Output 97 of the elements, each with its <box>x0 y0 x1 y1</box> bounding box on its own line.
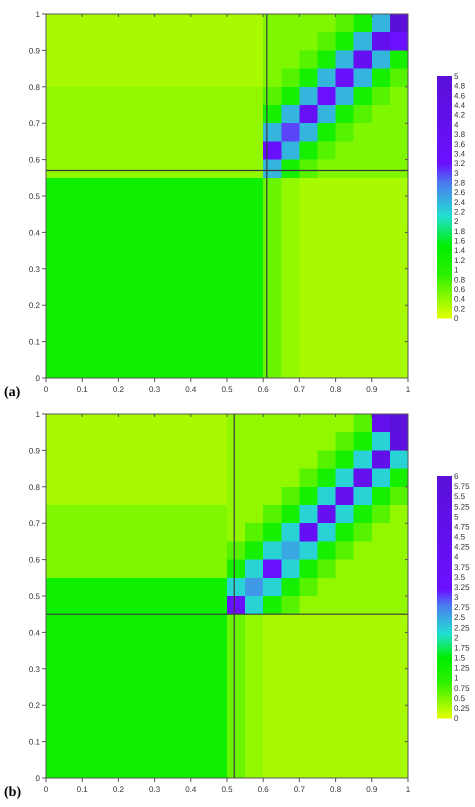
y-tick-label: 0 <box>36 774 41 783</box>
color-bar-label: 3 <box>454 593 459 602</box>
x-tick-label: 1 <box>406 785 411 794</box>
color-bar-label: 0.25 <box>454 704 470 713</box>
color-bar-label: 2.5 <box>454 613 466 622</box>
color-bar-label: 5.5 <box>454 492 466 502</box>
color-bar-label: 4.6 <box>454 91 466 100</box>
color-bar-label: 0.4 <box>454 294 466 304</box>
color-bar-label: 1 <box>454 674 459 683</box>
color-bar-label: 4.4 <box>454 101 466 110</box>
color-bar-label: 4.25 <box>454 542 470 552</box>
color-bar-label: 1 <box>454 266 459 275</box>
color-bar-label: 0.75 <box>454 684 470 693</box>
y-tick-label: 0.8 <box>28 82 41 92</box>
x-tick-label: 0.4 <box>185 385 197 394</box>
y-tick-label: 0.1 <box>28 338 41 347</box>
y-tick-label: 0.9 <box>28 46 41 56</box>
y-tick-label: 0.8 <box>28 482 41 492</box>
color-bar-label: 4 <box>454 552 459 562</box>
color-bar-label: 3.5 <box>454 572 466 582</box>
color-bar-label: 6 <box>454 472 459 481</box>
color-bar-label: 0.5 <box>454 694 466 703</box>
x-tick-label: 1 <box>406 385 411 394</box>
color-bar-label: 4.2 <box>454 110 466 120</box>
x-tick-label: 0 <box>44 385 49 394</box>
x-tick-label: 0.6 <box>258 385 270 394</box>
y-tick-label: 0.7 <box>28 119 41 128</box>
x-tick-label: 0.8 <box>330 785 342 794</box>
color-bar-label: 0.2 <box>454 304 466 314</box>
y-tick-label: 0.1 <box>28 738 41 747</box>
x-tick-label: 0.4 <box>185 785 197 794</box>
color-bar-label: 2 <box>454 217 459 226</box>
color-bar-label: 2.6 <box>454 188 466 198</box>
color-bar-label: 3 <box>454 168 459 178</box>
y-tick-label: 0.9 <box>28 446 41 456</box>
y-tick-label: 0.2 <box>28 701 41 710</box>
y-tick-label: 0.6 <box>28 556 41 565</box>
x-tick-label: 0.5 <box>221 785 234 794</box>
color-bar-label: 5 <box>454 512 459 522</box>
x-tick-label: 0.3 <box>149 385 161 394</box>
x-tick-label: 0.2 <box>112 385 125 394</box>
color-bar-label: 3.8 <box>454 130 466 140</box>
color-bar-label: 4.5 <box>454 532 466 542</box>
x-tick-label: 0.1 <box>76 785 88 794</box>
y-tick-label: 0.5 <box>28 192 41 201</box>
color-bar-label: 1.4 <box>454 246 466 256</box>
x-tick-label: 0.8 <box>330 385 342 394</box>
color-bar-label: 2.2 <box>454 208 466 217</box>
y-tick-label: 1 <box>36 410 41 419</box>
color-bar-label: 1.75 <box>454 643 470 652</box>
y-tick-label: 0.5 <box>28 592 41 601</box>
y-tick-label: 0.7 <box>28 519 41 528</box>
text: (b) <box>4 785 22 800</box>
color-bar-label: 1.25 <box>454 664 470 673</box>
x-tick-label: 0.7 <box>294 785 306 794</box>
y-tick-label: 0.3 <box>28 264 41 274</box>
color-bar-label: 5.75 <box>454 482 470 492</box>
color-bar-label: 5 <box>454 72 459 81</box>
x-tick-label: 0 <box>44 785 49 794</box>
color-bar-label: 0.8 <box>454 275 466 284</box>
color-bar-label: 2.75 <box>454 603 470 612</box>
x-tick-label: 0.6 <box>258 785 270 794</box>
color-bar-label: 3.6 <box>454 140 466 149</box>
color-bar-label: 3.4 <box>454 149 466 158</box>
x-tick-label: 0.9 <box>366 785 378 794</box>
y-tick-label: 0.4 <box>28 228 41 238</box>
text: (a) <box>4 385 21 400</box>
color-bar-label: 3.75 <box>454 562 470 572</box>
color-bar-label: 2.4 <box>454 198 466 207</box>
y-tick-label: 0.6 <box>28 156 41 165</box>
x-tick-label: 0.9 <box>366 385 378 394</box>
color-bar-label: 4 <box>454 120 459 130</box>
color-bar-label: 4.8 <box>454 82 466 91</box>
color-bar-label: 2.8 <box>454 178 466 188</box>
y-tick-label: 1 <box>36 10 41 19</box>
x-tick-label: 0.7 <box>294 385 306 394</box>
color-bar-label: 2.25 <box>454 623 470 632</box>
y-tick-label: 0.4 <box>28 628 41 638</box>
color-bar-label: 0 <box>454 714 459 723</box>
color-bar-label: 3.2 <box>454 159 466 168</box>
color-bar-label: 0.6 <box>454 284 466 294</box>
color-bar-label: 0 <box>454 314 459 323</box>
y-tick-label: 0 <box>36 374 41 383</box>
x-tick-label: 0.5 <box>221 385 234 394</box>
color-bar-label: 1.8 <box>454 226 466 236</box>
color-bar-label: 1.5 <box>454 654 466 662</box>
color-bar-label: 3.25 <box>454 582 470 592</box>
x-tick-label: 0.2 <box>112 785 125 794</box>
x-tick-label: 0.3 <box>149 785 161 794</box>
color-bar-label: 2 <box>454 633 459 642</box>
color-bar-label: 4.75 <box>454 522 470 532</box>
x-tick-label: 0.1 <box>76 385 88 394</box>
y-tick-label: 0.2 <box>28 301 41 310</box>
color-bar-label: 5.25 <box>454 502 470 512</box>
y-tick-label: 0.3 <box>28 664 41 674</box>
color-bar-label: 1.6 <box>454 236 466 246</box>
color-bar-label: 1.2 <box>454 256 466 265</box>
